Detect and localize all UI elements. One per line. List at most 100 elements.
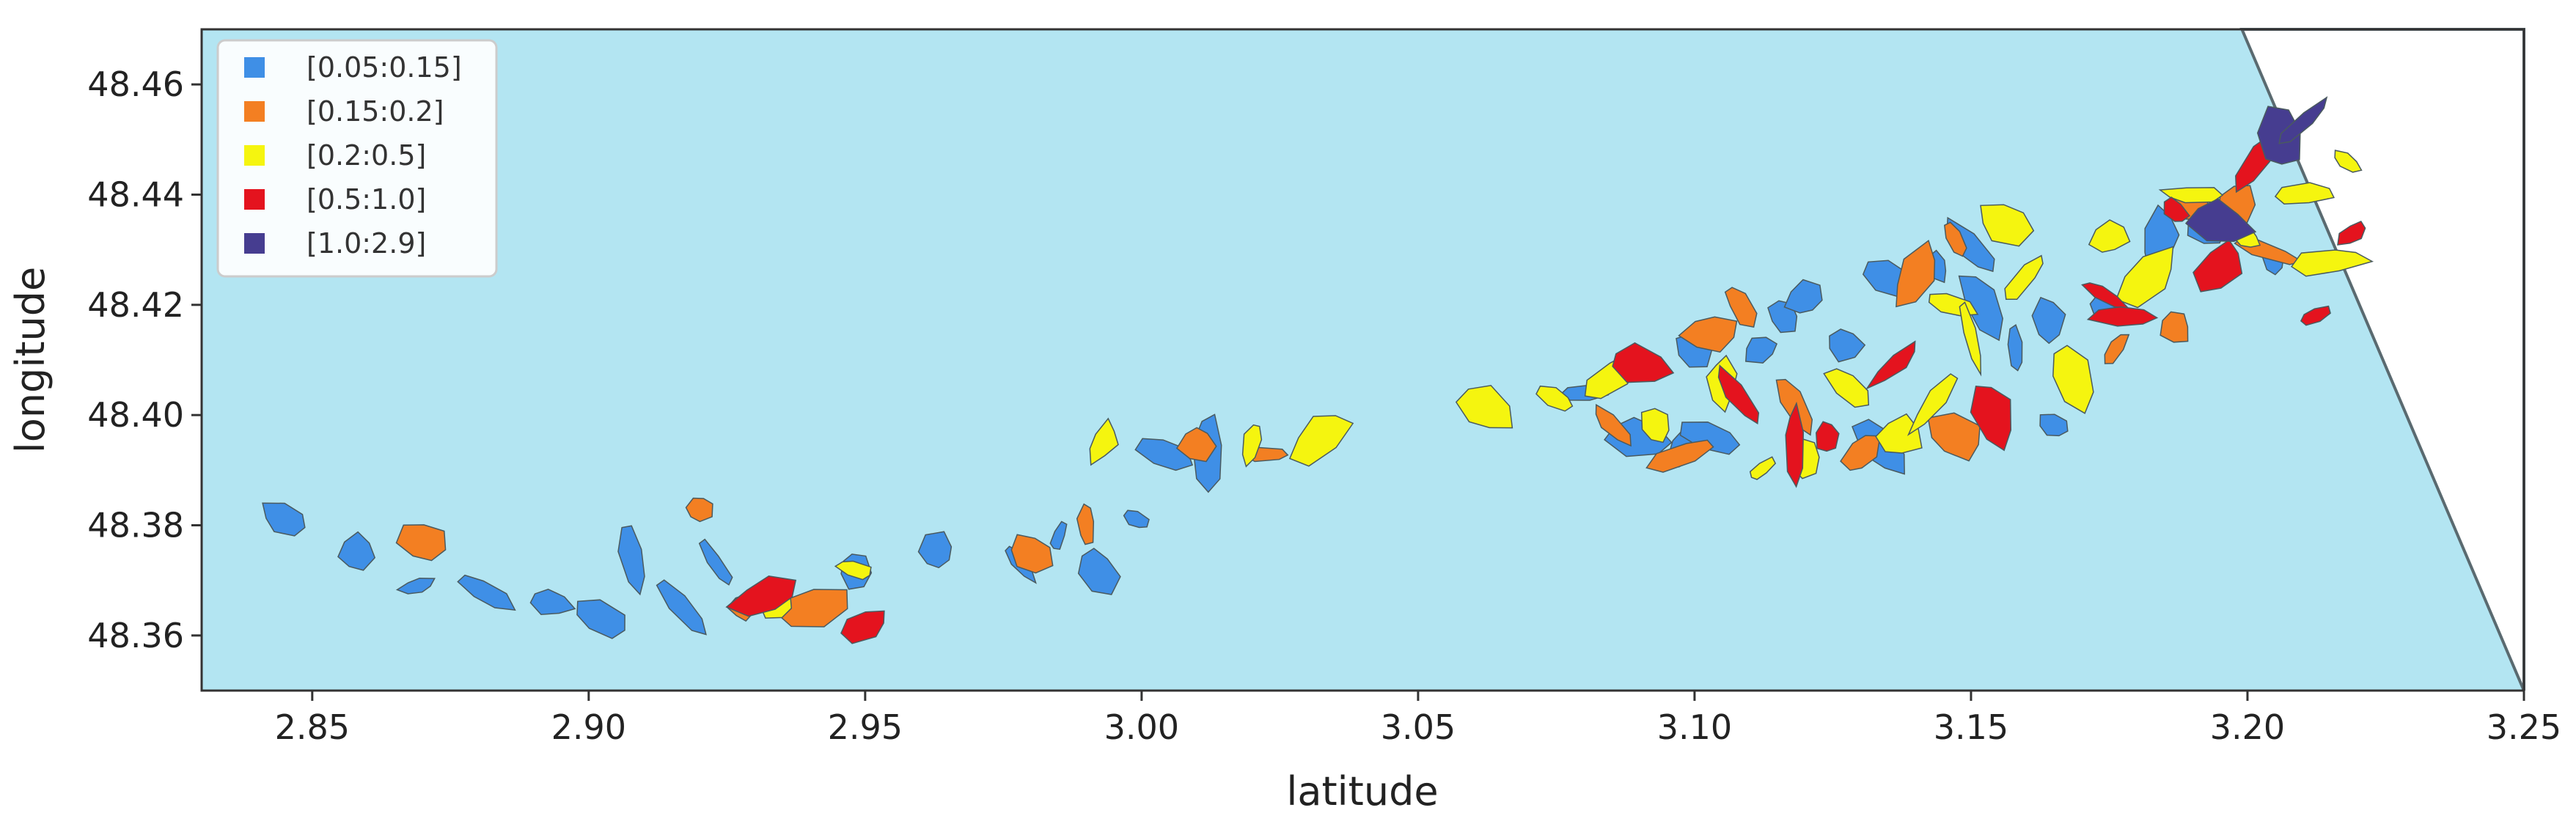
parcel-mark bbox=[1749, 456, 1777, 480]
parcel-mark bbox=[1535, 385, 1574, 412]
parcel-mark bbox=[1679, 421, 1741, 455]
parcel-mark bbox=[1010, 534, 1054, 574]
parcel-mark bbox=[840, 610, 885, 644]
x-tick-label: 2.95 bbox=[828, 707, 903, 747]
parcel-mark bbox=[1980, 204, 2035, 247]
x-tick-label: 2.85 bbox=[275, 707, 350, 747]
plot-background bbox=[202, 29, 2524, 691]
parcel-mark bbox=[1455, 384, 1513, 429]
x-tick-label: 3.10 bbox=[1657, 707, 1732, 747]
parcel-mark bbox=[2278, 96, 2328, 144]
parcel-mark bbox=[395, 524, 447, 562]
x-axis: 2.85 2.90 2.95 3.00 3.05 3.10 3.15 3.20 3.25 bbox=[275, 691, 2561, 747]
parcel-mark bbox=[2192, 239, 2243, 293]
parcel-mark bbox=[2086, 306, 2159, 327]
parcel-mark bbox=[2159, 311, 2189, 343]
parcel-mark bbox=[2163, 196, 2191, 222]
parcel-mark bbox=[1123, 510, 1150, 529]
parcel-mark bbox=[685, 497, 713, 523]
parcel-mark bbox=[1678, 316, 1738, 353]
parcel-mark bbox=[1175, 427, 1217, 463]
parcel-mark bbox=[1612, 342, 1675, 383]
legend-swatch bbox=[244, 101, 265, 122]
y-axis-title: longitude bbox=[7, 267, 54, 453]
x-tick-label: 3.00 bbox=[1104, 707, 1179, 747]
parcel-mark bbox=[576, 599, 625, 639]
parcel-mark bbox=[2081, 282, 2130, 309]
parcel-mark bbox=[1717, 364, 1760, 424]
parcel-mark bbox=[1785, 401, 1805, 488]
x-tick-label: 2.90 bbox=[551, 707, 626, 747]
parcel-mark bbox=[1829, 328, 1866, 363]
parcel-mark bbox=[834, 560, 872, 581]
parcel-mark bbox=[2274, 182, 2335, 205]
parcel-mark bbox=[2334, 150, 2363, 173]
parcel-mark bbox=[2088, 219, 2131, 253]
parcel-mark bbox=[1958, 275, 2003, 342]
parcel-mark bbox=[2104, 334, 2130, 364]
legend-swatch bbox=[244, 57, 265, 78]
y-tick-label: 48.36 bbox=[87, 616, 184, 655]
y-axis: 48.36 48.38 48.40 48.42 48.44 48.46 bbox=[87, 65, 202, 655]
parcel-mark bbox=[1865, 340, 1916, 390]
parcel-mark bbox=[1943, 221, 1967, 257]
parcel-mark bbox=[2007, 324, 2023, 372]
legend-label: [0.15:0.2] bbox=[307, 95, 444, 128]
parcel-mark bbox=[1823, 368, 1870, 408]
parcel-mark bbox=[1927, 412, 1981, 462]
parcel-mark bbox=[1783, 279, 1823, 314]
parcel-mark bbox=[1724, 287, 1758, 328]
parcel-mark bbox=[656, 579, 707, 636]
parcel-mark bbox=[725, 575, 797, 617]
parcel-layer bbox=[262, 96, 2374, 644]
parcel-mark bbox=[2039, 413, 2069, 437]
plot-frame bbox=[200, 28, 2525, 692]
legend-box bbox=[216, 39, 498, 278]
parcel-mark bbox=[1645, 439, 1714, 473]
x-tick-label: 3.25 bbox=[2487, 707, 2561, 747]
parcel-mark bbox=[698, 538, 733, 586]
parcel-mark bbox=[2052, 345, 2094, 414]
parcel-mark bbox=[457, 574, 516, 611]
parcel-mark bbox=[2004, 254, 2044, 301]
legend-label: [1.0:2.9] bbox=[307, 227, 426, 260]
parcel-mark bbox=[1875, 413, 1923, 454]
y-tick-label: 48.42 bbox=[87, 285, 184, 325]
legend: [0.05:0.15] [0.15:0.2] [0.2:0.5] [0.5:1.0] [… bbox=[216, 39, 498, 278]
parcel-mark bbox=[2300, 305, 2331, 326]
x-axis-title: latitude bbox=[1286, 768, 1438, 814]
legend-label: [0.05:0.15] bbox=[307, 51, 462, 84]
parcel-mark bbox=[1816, 421, 1840, 452]
parcel-mark bbox=[1077, 548, 1121, 595]
x-tick-label: 3.05 bbox=[1381, 707, 1456, 747]
x-tick-label: 3.20 bbox=[2210, 707, 2285, 747]
y-tick-label: 48.38 bbox=[87, 506, 184, 545]
parcel-group bbox=[2184, 96, 2328, 243]
parcel-mark bbox=[2337, 221, 2366, 246]
parcel-mark bbox=[2291, 249, 2374, 277]
parcel-mark bbox=[2184, 198, 2257, 243]
parcel-mark bbox=[337, 531, 376, 571]
parcel-mark bbox=[1959, 301, 1982, 377]
parcel-mark bbox=[2256, 106, 2301, 165]
parcel-mark bbox=[1241, 424, 1263, 468]
parcel-mark bbox=[1907, 373, 1959, 436]
legend-swatch bbox=[244, 145, 265, 166]
parcel-group bbox=[758, 150, 2374, 619]
legend-label: [0.2:0.5] bbox=[307, 139, 426, 172]
parcel-mark bbox=[2116, 246, 2174, 309]
parcel-mark bbox=[1896, 239, 1936, 308]
parcel-mark bbox=[1288, 415, 1354, 467]
legend-swatch bbox=[244, 189, 265, 210]
parcel-mark bbox=[1970, 385, 2012, 452]
parcel-mark bbox=[2031, 296, 2066, 345]
y-tick-label: 48.40 bbox=[87, 395, 184, 435]
parcel-mark bbox=[2158, 187, 2224, 204]
parcel-mark bbox=[529, 588, 576, 615]
parcel-mark bbox=[262, 502, 306, 537]
legend-label: [0.5:1.0] bbox=[307, 183, 426, 216]
parcel-mark bbox=[1840, 435, 1881, 471]
parcel-mark bbox=[1076, 503, 1095, 545]
parcel-mark bbox=[1745, 336, 1778, 364]
